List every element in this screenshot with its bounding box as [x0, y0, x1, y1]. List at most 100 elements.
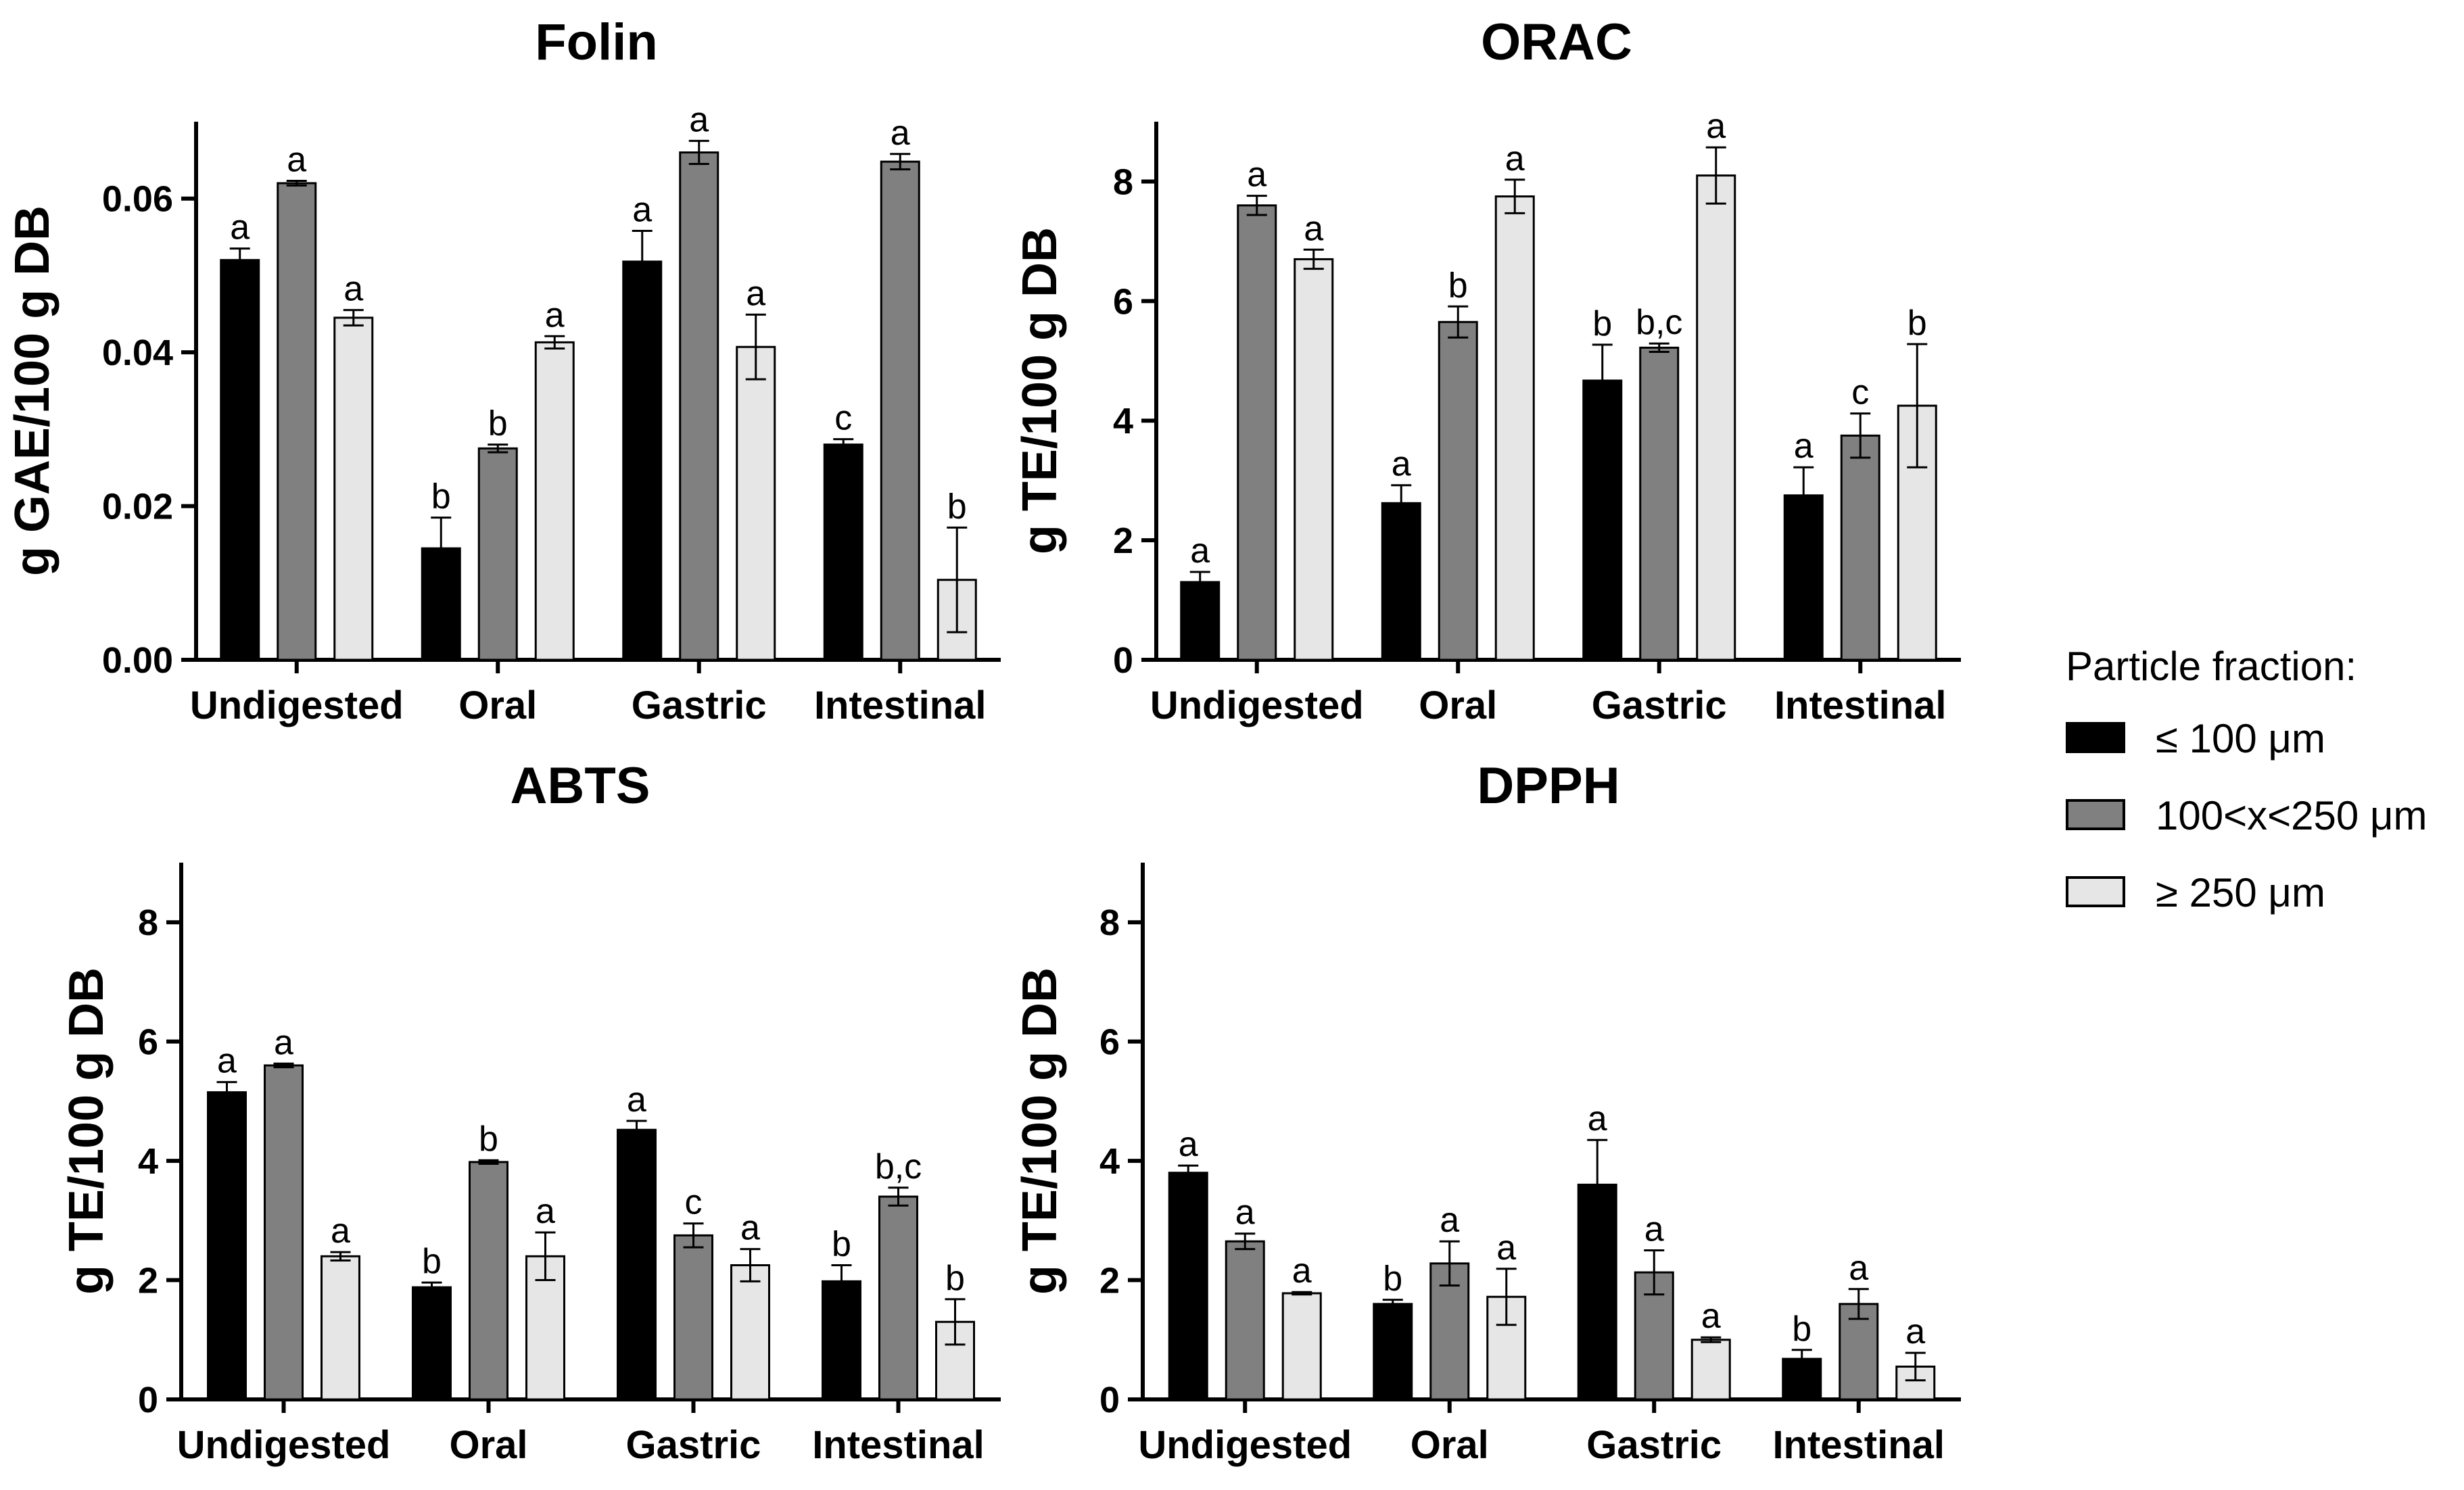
bar-4-2 — [878, 1195, 918, 1401]
error-bar — [216, 1081, 237, 1104]
error-bar — [1246, 195, 1267, 216]
x-tick-label: Oral — [449, 1423, 527, 1467]
significance-letter: b — [479, 1120, 498, 1159]
bar-1-3 — [333, 316, 374, 661]
error-bar — [1382, 1299, 1403, 1309]
error-bar — [1178, 1164, 1199, 1181]
error-bar — [488, 443, 508, 454]
significance-letter: a — [343, 270, 363, 309]
y-tick-label: 6 — [1113, 281, 1133, 322]
error-bar — [683, 1222, 704, 1249]
bar-1-1 — [1180, 581, 1221, 661]
y-tick-label: 2 — [1099, 1261, 1120, 1301]
significance-letter: c — [834, 399, 852, 438]
error-bar — [431, 516, 452, 581]
significance-letter: c — [1851, 373, 1869, 412]
bar-3-2 — [1639, 346, 1680, 661]
y-tick-label: 0.06 — [102, 179, 173, 220]
legend-swatch-coarse — [2066, 876, 2125, 907]
error-bar — [1587, 1138, 1608, 1231]
significance-letter: a — [1849, 1249, 1868, 1288]
error-bar — [1592, 343, 1613, 418]
error-bar — [229, 247, 250, 273]
y-tick-label: 8 — [1113, 162, 1133, 202]
error-bar — [1496, 1268, 1517, 1326]
error-bar — [833, 438, 854, 452]
bar-2-3 — [525, 1255, 565, 1401]
bar-2-1 — [412, 1286, 452, 1401]
y-tick-label: 6 — [138, 1022, 158, 1063]
bar-1-3 — [1294, 258, 1334, 661]
error-bar — [1848, 1288, 1869, 1320]
bar-1-2 — [264, 1064, 304, 1401]
significance-letter: a — [230, 208, 250, 247]
significance-letter: b — [832, 1225, 851, 1264]
significance-letter: a — [1304, 209, 1323, 248]
legend-title: Particle fraction: — [2066, 644, 2356, 689]
significance-letter: a — [1588, 1099, 1607, 1138]
error-bar — [831, 1264, 852, 1299]
bar-2-2 — [1438, 320, 1478, 661]
error-bar — [890, 153, 911, 171]
significance-letter: b — [488, 404, 508, 443]
y-tick-label: 4 — [1099, 1141, 1120, 1182]
bar-1-1 — [1168, 1172, 1208, 1401]
x-tick-label: Undigested — [190, 683, 404, 727]
significance-letter: a — [331, 1211, 350, 1251]
x-tick-label: Intestinal — [1772, 1423, 1945, 1467]
y-tick-label: 4 — [1113, 401, 1133, 441]
significance-letter: b — [1592, 304, 1612, 343]
bar-3-1 — [622, 260, 663, 661]
y-tick-label: 2 — [1113, 521, 1133, 561]
bar-3-3 — [736, 345, 776, 661]
bar-3-3 — [730, 1264, 770, 1401]
bar-3-3 — [1690, 1339, 1731, 1401]
legend-label-coarse: ≥ 250 μm — [2156, 870, 2325, 915]
chart-title-abts: ABTS — [511, 757, 650, 815]
significance-letter: b — [1908, 304, 1927, 343]
x-tick-label: Gastric — [626, 1423, 761, 1467]
significance-letter: a — [217, 1042, 237, 1081]
y-tick-label: 0.04 — [102, 333, 173, 373]
significance-letter: b — [947, 487, 967, 526]
y-tick-label: 6 — [1099, 1022, 1120, 1063]
y-tick-label: 0.02 — [102, 487, 173, 527]
significance-letter: a — [1905, 1312, 1925, 1351]
x-tick-label: Gastric — [1592, 683, 1727, 727]
significance-letter: a — [1644, 1209, 1664, 1249]
panel-folin: Folin g GAE/100 g DB 0.00 0.02 0.04 0.06 Undig… — [5, 14, 1001, 727]
bar-2-3 — [534, 341, 575, 661]
bar-3-3 — [1696, 174, 1736, 661]
bar-4-1 — [1783, 494, 1824, 661]
x-tick-label: Oral — [458, 683, 537, 727]
significance-letter: c — [685, 1183, 703, 1222]
error-bar — [1701, 1336, 1722, 1343]
bar-3-2 — [673, 1234, 713, 1401]
y-tick-label: 2 — [138, 1261, 158, 1301]
error-bar — [632, 229, 653, 293]
bar-4-2 — [880, 160, 920, 661]
significance-letter: a — [891, 114, 910, 153]
error-bar — [688, 139, 709, 166]
significance-letter: a — [1179, 1125, 1198, 1164]
y-tick-label: 0 — [1113, 640, 1133, 681]
error-bar — [1850, 412, 1871, 459]
bar-2-2 — [477, 447, 518, 661]
charts-group: Folin g GAE/100 g DB 0.00 0.02 0.04 0.06 Undig… — [5, 14, 1961, 1467]
significance-letter: a — [1496, 1228, 1516, 1268]
bar-3-1 — [1582, 379, 1623, 661]
significance-letter: a — [1794, 427, 1814, 466]
significance-letter: a — [1392, 445, 1411, 484]
significance-letter: a — [1235, 1193, 1255, 1232]
significance-letter: a — [1190, 531, 1210, 571]
significance-letter: a — [689, 100, 709, 139]
error-bar — [947, 526, 968, 633]
error-bar — [626, 1120, 647, 1140]
significance-letter: b — [422, 1242, 442, 1281]
significance-letter: b — [1792, 1309, 1811, 1349]
error-bar — [343, 309, 364, 327]
error-bar — [1235, 1232, 1256, 1251]
